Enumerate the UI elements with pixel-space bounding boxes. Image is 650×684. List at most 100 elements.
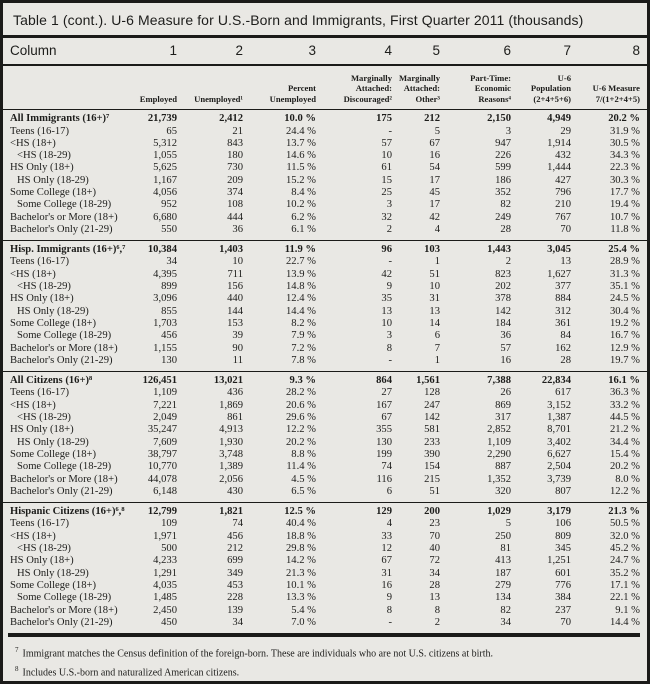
cell-value: 3,096 [153, 293, 177, 305]
group-label: All Citizens (16+)⁸ [3, 371, 115, 388]
cell-value: 24.5 % [609, 293, 640, 305]
cell-value: 1,109 [487, 436, 511, 448]
cell-value: 413 [495, 555, 511, 567]
cell-value: 14.8 % [285, 281, 316, 293]
cell-value: 6.1 % [291, 223, 316, 235]
cell-value: 162 [555, 342, 571, 354]
cell-value: 7.8 % [291, 354, 316, 366]
cell-value: 4,035 [153, 579, 177, 591]
cell-value: 3,045 [511, 240, 571, 257]
cell-value: 50.5 % [609, 518, 640, 530]
column-header-5: Marginally Attached: Other³ [392, 65, 440, 111]
cell-value: 22,834 [511, 371, 571, 388]
cell-value: 3 [505, 125, 511, 137]
cell-value: 1,914 [547, 137, 571, 149]
cell-value: 4,913 [219, 424, 243, 436]
cell-value: 1,485 [153, 592, 177, 604]
row-label: Teens (16-17) [10, 125, 69, 137]
cell-value: 30.3 % [609, 174, 640, 186]
cell-value: 320 [495, 485, 511, 497]
group-total-row: All Immigrants (16+)⁷ 21,739 2,412 10.0 % 17… [3, 109, 647, 126]
cell-value: 6 [386, 485, 392, 497]
table-row: HS Only (18-29) 855 144 14.4 % 13 13 142 312 30.… [3, 306, 647, 318]
cell-value: 126,451 [115, 371, 177, 388]
cell-value: 13.3 % [285, 592, 316, 604]
cell-value: 16.1 % [571, 371, 647, 388]
cell-value: 25 [381, 187, 392, 198]
cell-value: 96 [316, 240, 392, 257]
cell-value: 12.2 % [285, 424, 316, 436]
cell-value: 156 [227, 281, 243, 293]
cell-value: 28 [560, 354, 571, 366]
cell-value: 1,389 [219, 461, 243, 473]
cell-value: 84 [560, 330, 571, 342]
cell-value: 4 [434, 223, 440, 235]
cell-value: 233 [424, 436, 440, 448]
cell-value: 9.1 % [615, 604, 640, 616]
cell-value: 796 [555, 187, 571, 198]
table-row: Some College (18+) 1,703 153 8.2 % 10 14 184 36… [3, 318, 647, 330]
cell-value: 1,109 [153, 387, 177, 399]
cell-value: 34 [166, 256, 177, 268]
cell-value: 349 [227, 567, 243, 579]
cell-value: 26 [500, 387, 511, 399]
cell-value: 17 [429, 199, 440, 211]
u6-measure-table: Column 1 2 3 4 5 6 7 8 Employed Unemployed¹ Percent… [3, 38, 647, 633]
cell-value: 106 [555, 518, 571, 530]
cell-value: 10 [381, 150, 392, 162]
cell-value: 550 [161, 223, 177, 235]
table-row: <HS (18-29) 2,049 861 29.6 % 67 142 317 1,387 44… [3, 412, 647, 424]
cell-value: 2 [434, 616, 440, 628]
cell-value: 21.2 % [609, 424, 640, 436]
cell-value: 4 [386, 518, 392, 530]
cell-value: 45.2 % [609, 543, 640, 555]
cell-value: 184 [495, 317, 511, 329]
column-header-8: U-6 Measure 7/(1+2+4+5) [571, 65, 647, 111]
cell-value: 361 [555, 317, 571, 329]
cell-value: 2,852 [487, 424, 511, 436]
row-label: Teens (16-17) [10, 256, 69, 268]
cell-value: 13 [381, 305, 392, 317]
cell-value: 7.0 % [291, 616, 316, 628]
cell-value: 39 [232, 330, 243, 342]
cell-value: 5 [434, 125, 440, 137]
row-label: Bachelor's or More (18+) [10, 473, 118, 485]
cell-value: 699 [227, 555, 243, 567]
cell-value: 374 [227, 187, 243, 198]
cell-value: 12.9 % [609, 342, 640, 354]
column-header-7: U-6 Population (2+4+5+6) [511, 65, 571, 111]
cell-value: 228 [227, 592, 243, 604]
table-row: HS Only (18+) 4,233 699 14.2 % 67 72 413 1,251 2… [3, 555, 647, 567]
column-row-label: Column [3, 38, 115, 66]
cell-value: 61 [381, 162, 392, 174]
cell-value: 581 [424, 424, 440, 436]
cell-value: 6.5 % [291, 485, 316, 497]
cell-value: 108 [227, 199, 243, 211]
cell-value: 7 [434, 342, 440, 354]
cell-value: 8 [386, 604, 392, 616]
cell-value: 312 [555, 305, 571, 317]
footnote: 8 Includes U.S.-born and naturalized Amer… [15, 664, 240, 679]
cell-value: 36 [500, 330, 511, 342]
cell-value: 887 [495, 461, 511, 473]
row-label: Some College (18+) [10, 317, 97, 329]
cell-value: 3,152 [547, 399, 571, 411]
table-row: Bachelor's Only (21-29) 6,148 430 6.5 % 6 51 3… [3, 486, 647, 503]
row-label: Some College (18-29) [17, 461, 112, 473]
cell-value: 212 [227, 543, 243, 555]
cell-value: 109 [161, 518, 177, 530]
cell-value: 9 [386, 592, 392, 604]
row-label: Bachelor's or More (18+) [10, 211, 118, 223]
cell-value: 36 [232, 223, 243, 235]
cell-value: 9.3 % [243, 371, 316, 388]
table-row: <HS (18-29) 1,055 180 14.6 % 10 16 226 432 34.3 … [3, 150, 647, 162]
row-label: HS Only (18+) [10, 555, 74, 567]
cell-value: 843 [227, 137, 243, 149]
row-label: Teens (16-17) [10, 387, 69, 399]
cell-value: 861 [227, 412, 243, 424]
cell-value: 947 [495, 137, 511, 149]
cell-value: 34 [500, 616, 511, 628]
cell-value: 209 [227, 174, 243, 186]
group-label: Hisp. Immigrants (16+)⁶,⁷ [3, 240, 125, 257]
cell-value: 4,395 [153, 268, 177, 280]
